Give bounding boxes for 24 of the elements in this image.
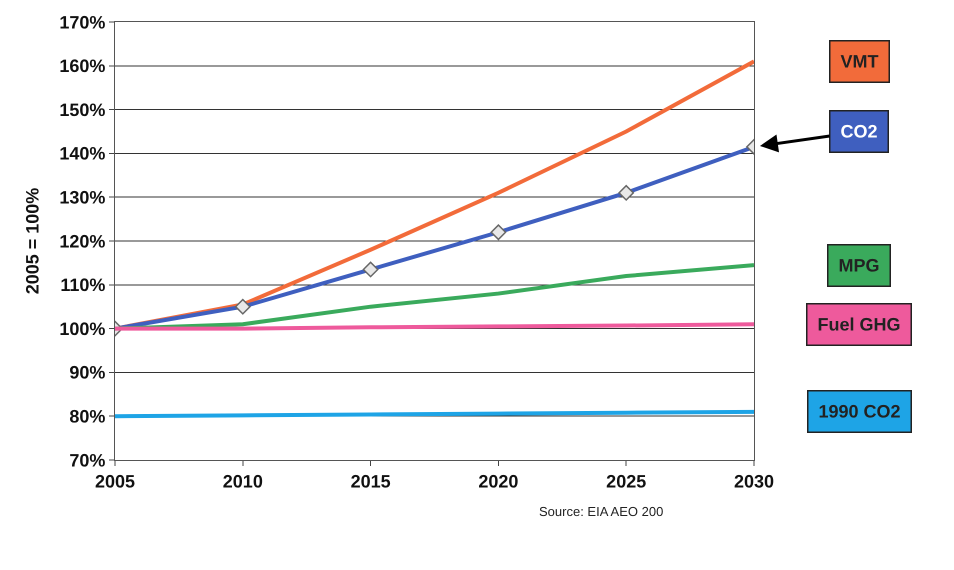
y-tick-label: 150% [59,100,106,120]
y-axis-title: 2005 = 100% [22,188,43,294]
y-tick-label: 140% [59,144,106,164]
y-tick-label: 160% [59,56,106,76]
y-tick-label: 170% [59,12,106,32]
x-tick-label: 2010 [222,472,263,492]
x-tick-label: 2020 [478,472,518,492]
text: Fuel GHG [818,314,901,334]
y-tick-label: 90% [69,362,106,383]
y-tick-label: 120% [59,231,106,252]
x-tick-label: 2015 [350,472,391,492]
y-tick-label: 110% [60,275,106,296]
x-tick-label: 2005 [94,472,136,492]
text: 1990 CO2 [818,402,901,422]
text: CO2 [840,122,878,142]
y-tick-label: 130% [59,188,106,208]
x-tick-label: 2030 [734,472,774,492]
x-tick-label: 2025 [606,472,646,492]
y-tick-label: 70% [69,450,106,470]
y-tick-label: 100% [59,318,106,339]
text: VMT [840,52,878,72]
text: MPG [838,256,880,276]
source-note: Source: EIA AEO 200 [539,504,664,519]
y-tick-label: 80% [69,406,106,426]
